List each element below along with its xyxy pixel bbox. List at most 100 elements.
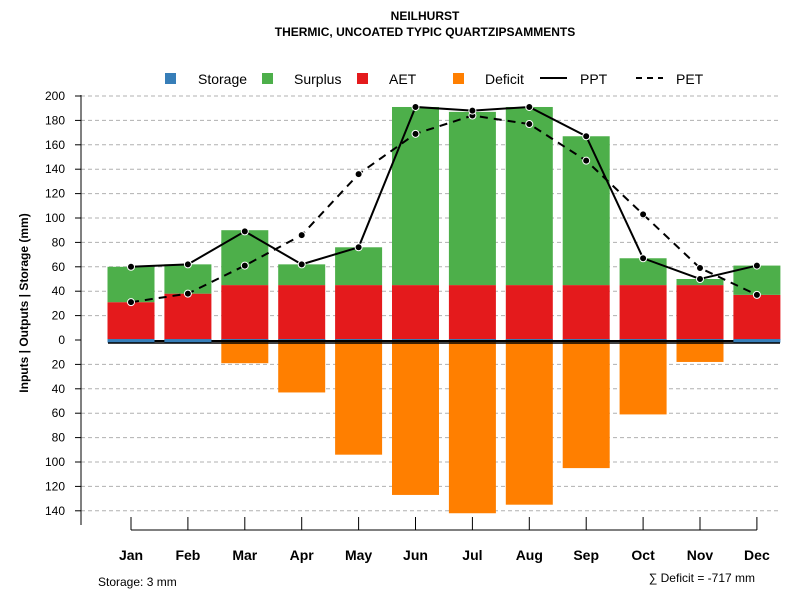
aet-bar	[733, 294, 781, 340]
y-tick-label: 100	[45, 211, 65, 225]
pet-point	[183, 289, 192, 298]
x-tick-label: Feb	[175, 547, 200, 563]
y-tick-label: 20	[52, 309, 66, 323]
deficit-bar	[392, 340, 439, 495]
x-tick-label: Apr	[290, 547, 315, 563]
aet-bar	[448, 285, 496, 340]
y-tick-label: 80	[52, 235, 66, 249]
y-axis: 2001801601401201008060402002040608010012…	[45, 89, 82, 525]
x-tick-label: Mar	[232, 547, 257, 563]
y-tick-label: 40	[52, 284, 66, 298]
ppt-point	[411, 102, 420, 111]
aet-bar	[221, 285, 269, 340]
y-tick-label: 60	[52, 406, 66, 420]
chart-title: NEILHURST	[391, 9, 460, 23]
storage-bar	[448, 339, 496, 340]
legend-deficit-swatch	[453, 73, 464, 84]
surplus-bar	[107, 266, 155, 303]
storage-bar	[392, 339, 439, 340]
ppt-point	[240, 227, 249, 236]
aet-bar	[107, 302, 155, 340]
pet-point	[354, 170, 363, 179]
ppt-point	[525, 102, 534, 111]
surplus-bar	[335, 247, 383, 286]
surplus-bar	[164, 264, 212, 294]
ppt-line	[130, 105, 758, 281]
x-tick-label: May	[345, 547, 372, 563]
storage-bar	[335, 339, 383, 340]
y-tick-label: 120	[45, 187, 65, 201]
y-tick-label: 200	[45, 89, 65, 103]
x-tick-label: Aug	[516, 547, 543, 563]
pet-point	[639, 210, 648, 219]
chart-subtitle: THERMIC, UNCOATED TYPIC QUARTZIPSAMMENTS	[275, 25, 575, 39]
bars	[107, 106, 781, 514]
y-tick-label: 0	[58, 333, 65, 347]
surplus-bar	[619, 258, 667, 286]
y-tick-label: 80	[52, 431, 66, 445]
y-tick-label: 140	[45, 504, 65, 518]
deficit-bar	[335, 340, 383, 455]
y-tick-label: 180	[45, 113, 65, 127]
pet-line	[130, 114, 758, 304]
deficit-bar	[676, 340, 724, 362]
deficit-bar	[448, 340, 496, 514]
legend-storage-swatch	[165, 73, 176, 84]
ppt-point	[639, 254, 648, 263]
aet-bar	[619, 285, 667, 340]
pet-point	[696, 264, 704, 273]
ppt-point	[183, 260, 192, 269]
aet-bar	[164, 293, 212, 340]
deficit-bar	[562, 340, 610, 469]
aet-bar	[562, 285, 610, 340]
y-tick-label: 100	[45, 455, 65, 469]
aet-bar	[505, 285, 553, 340]
pet-point	[582, 156, 591, 165]
deficit-bar	[619, 340, 667, 415]
storage-bar	[505, 339, 553, 340]
x-tick-label: Dec	[744, 547, 770, 563]
legend-aet-swatch	[357, 73, 368, 84]
y-tick-label: 20	[52, 357, 66, 371]
deficit-bar	[505, 340, 553, 505]
storage-bar	[107, 339, 155, 343]
ppt-point	[127, 262, 135, 271]
ppt-point	[354, 243, 363, 252]
storage-bar	[619, 339, 667, 340]
storage-footnote: Storage: 3 mm	[98, 575, 177, 589]
x-tick-label: Jun	[403, 547, 428, 563]
deficit-bar	[221, 340, 269, 364]
y-axis-label: Inputs | Outputs | Storage (mm)	[17, 213, 31, 392]
x-tick-label: Sep	[573, 547, 599, 563]
legend-surplus-label: Surplus	[294, 71, 341, 87]
x-tick-label: Jan	[119, 547, 143, 563]
pet-point	[127, 298, 135, 307]
legend-pet-label: PET	[676, 71, 704, 87]
deficit-bar	[278, 340, 326, 393]
surplus-bar	[221, 230, 269, 286]
storage-bar	[562, 339, 610, 340]
storage-bar	[676, 339, 724, 340]
legend-surplus-swatch	[262, 73, 273, 84]
surplus-bar	[505, 106, 553, 286]
y-tick-label: 40	[52, 382, 66, 396]
deficit-footnote: ∑ Deficit = -717 mm	[649, 571, 755, 585]
surplus-bar	[278, 264, 326, 286]
legend: Storage Surplus AET Deficit PPT PET	[165, 71, 704, 87]
ppt-point	[297, 260, 306, 269]
ppt-point	[582, 132, 591, 141]
pet-point	[525, 120, 534, 129]
pet-point	[240, 261, 249, 270]
ppt-point	[752, 261, 761, 270]
legend-ppt-label: PPT	[580, 71, 608, 87]
pet-point	[411, 129, 420, 138]
surplus-bar	[733, 265, 781, 295]
surplus-bar	[448, 111, 496, 286]
aet-bar	[392, 285, 439, 340]
y-tick-label: 120	[45, 479, 65, 493]
y-tick-label: 140	[45, 162, 65, 176]
x-tick-label: Nov	[687, 547, 714, 563]
y-tick-label: 60	[52, 260, 66, 274]
pet-point	[297, 231, 306, 240]
